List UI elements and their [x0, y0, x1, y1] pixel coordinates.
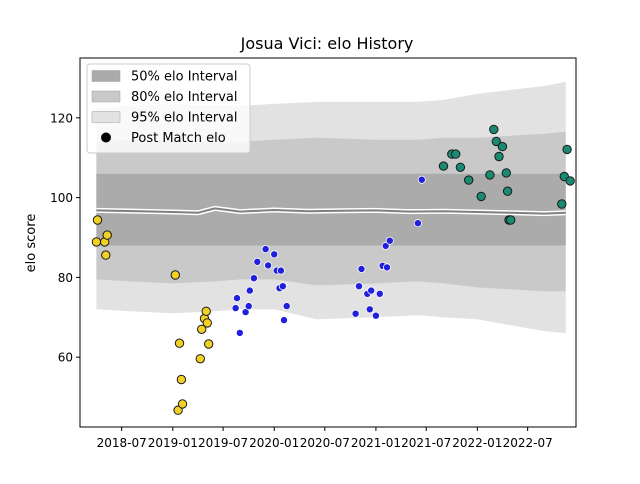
data-point [354, 282, 363, 291]
data-point [173, 405, 183, 415]
data-point [506, 215, 516, 225]
data-point [371, 311, 380, 320]
legend-box [86, 63, 251, 154]
data-point [565, 176, 575, 186]
legend-swatch [91, 70, 121, 82]
data-point [231, 304, 240, 313]
data-point [351, 309, 360, 318]
data-point [197, 324, 207, 334]
data-point [357, 264, 366, 273]
data-point [494, 151, 504, 162]
data-point [177, 399, 188, 409]
x-tick-label: 2020-01 [249, 436, 299, 450]
x-tick-label: 2018-07 [97, 436, 147, 450]
legend-label: 95% elo Interval [131, 111, 238, 126]
data-point [276, 266, 285, 275]
data-point [501, 168, 511, 178]
data-point [235, 328, 244, 337]
data-point [413, 219, 422, 228]
post-match-points [91, 124, 575, 415]
data-point [174, 338, 185, 348]
data-point [244, 302, 253, 311]
data-point [91, 237, 102, 247]
data-point [253, 257, 262, 266]
data-point [557, 199, 567, 209]
y-axis: 60 80 100 120 [50, 111, 80, 365]
x-axis: 2018-07 2019-01 2019-07 2020-01 2020-07 2021-… [97, 427, 553, 450]
data-point [476, 191, 486, 202]
data-point [245, 286, 254, 295]
data-point [382, 263, 391, 272]
data-point [101, 250, 111, 260]
y-tick-label: 60 [58, 351, 73, 365]
plot-frame [79, 57, 577, 428]
legend-swatch [91, 90, 121, 103]
x-tick-label: 2019-07 [198, 436, 248, 450]
data-point [438, 161, 449, 171]
legend-marker-icon [101, 132, 111, 143]
mean-elo-line [96, 205, 566, 217]
data-point [375, 289, 384, 298]
legend-label: Post Match elo [131, 131, 226, 146]
data-point [365, 305, 374, 314]
data-point [279, 316, 288, 325]
legend: 50% elo Interval 80% elo Interval 95% elo … [86, 63, 251, 154]
data-point [562, 144, 572, 155]
x-tick-label: 2022-07 [503, 436, 553, 450]
x-tick-label: 2021-01 [351, 436, 401, 450]
legend-swatch [91, 111, 121, 123]
data-point [282, 302, 291, 311]
legend-label: 80% elo Interval [131, 90, 238, 105]
data-point [278, 282, 287, 291]
data-point [485, 170, 495, 180]
data-point [92, 215, 103, 225]
data-point [202, 318, 213, 328]
data-point [176, 374, 187, 385]
data-point [261, 245, 270, 254]
data-point [381, 241, 390, 250]
data-point [201, 306, 211, 316]
data-point [502, 186, 513, 196]
data-point [464, 175, 474, 185]
x-tick-label: 2022-01 [452, 436, 502, 450]
data-point [455, 162, 466, 173]
data-point [204, 339, 214, 349]
data-point [232, 294, 241, 303]
x-tick-label: 2019-01 [148, 436, 198, 450]
data-point [367, 286, 376, 295]
data-point [451, 149, 461, 159]
y-tick-label: 120 [50, 111, 73, 125]
data-point [249, 274, 258, 283]
mean-line [96, 207, 566, 215]
data-point [270, 250, 279, 259]
y-tick-label: 100 [50, 191, 73, 205]
data-point [385, 236, 394, 245]
x-tick-label: 2020-07 [300, 436, 350, 450]
chart-title: Josua Vici: elo History [240, 34, 414, 53]
x-tick-label: 2021-07 [401, 436, 451, 450]
data-point [417, 175, 426, 184]
y-axis-label: elo score [24, 214, 39, 273]
legend-label: 50% elo Interval [131, 70, 238, 85]
data-point [491, 136, 501, 147]
data-point [489, 124, 499, 135]
y-tick-label: 80 [58, 271, 73, 285]
data-point [195, 354, 206, 364]
data-point [497, 141, 508, 152]
data-point [170, 270, 181, 280]
data-point [102, 230, 112, 240]
data-point [264, 261, 273, 270]
